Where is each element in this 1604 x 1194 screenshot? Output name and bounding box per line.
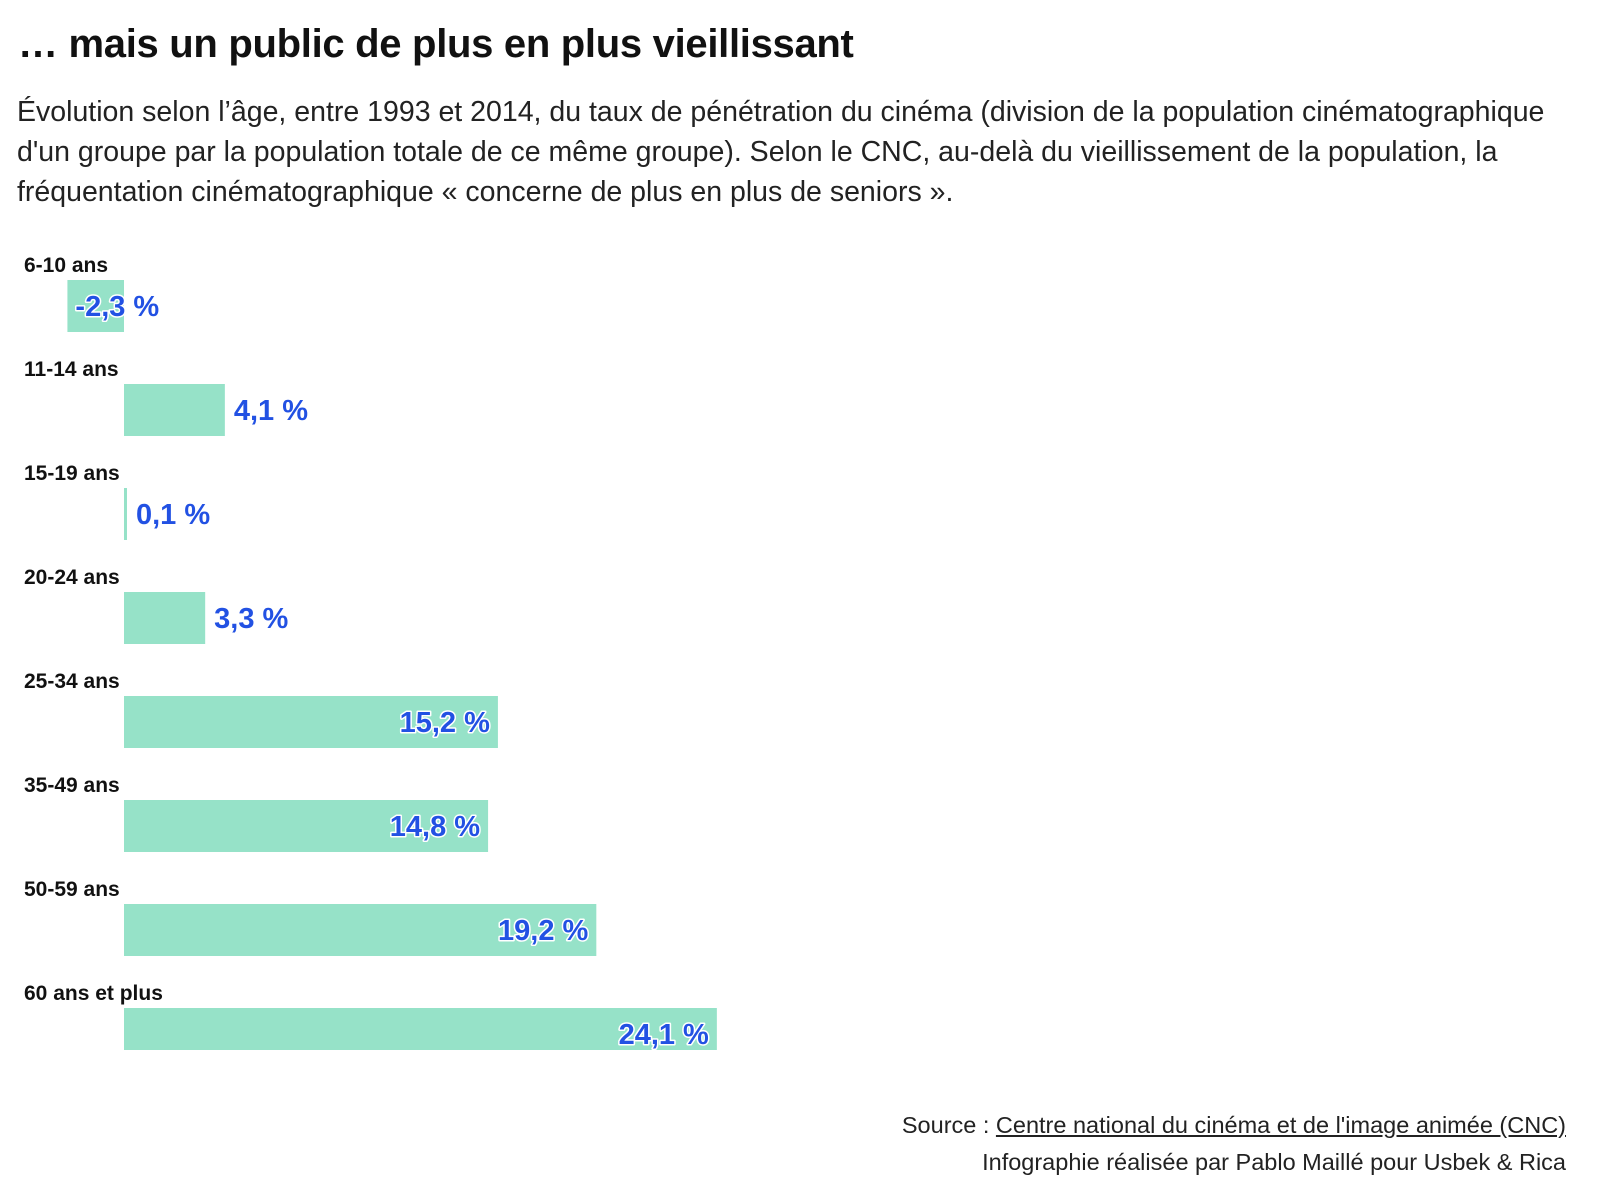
value-label: 3,3 % <box>214 603 288 635</box>
bar <box>124 488 127 540</box>
value-label: 15,2 % <box>400 707 490 739</box>
category-label: 25-34 ans <box>24 670 120 693</box>
source-line: Source : Centre national du cinéma et de… <box>902 1112 1566 1139</box>
source-link[interactable]: Centre national du cinéma et de l'image … <box>995 1112 1566 1138</box>
value-label: -2,3 % <box>75 291 159 323</box>
category-label: 50-59 ans <box>24 878 120 901</box>
bar <box>124 696 498 748</box>
category-label: 20-24 ans <box>24 566 120 589</box>
credit-line: Infographie réalisée par Pablo Maillé po… <box>982 1149 1566 1175</box>
category-label: 6-10 ans <box>24 254 108 277</box>
category-label: 35-49 ans <box>24 774 120 797</box>
value-label: 24,1 % <box>619 1019 709 1050</box>
value-label: 19,2 % <box>498 915 588 947</box>
value-label: 14,8 % <box>390 811 480 843</box>
category-label: 11-14 ans <box>24 358 119 381</box>
bar <box>124 592 206 644</box>
category-label: 60 ans et plus <box>24 982 163 1005</box>
bar <box>124 384 225 436</box>
bar-chart: 6-10 ans -2,3 % 11-14 ans 4,1 % 15-19 ans 0,1… <box>24 254 717 1050</box>
bar <box>124 1008 717 1050</box>
value-label: 4,1 % <box>234 395 308 427</box>
bar <box>124 904 597 956</box>
bar <box>124 800 489 852</box>
value-label: 0,1 % <box>136 499 210 531</box>
chart-subtitle: Évolution selon l’âge, entre 1993 et 201… <box>17 96 1545 208</box>
bar <box>67 280 124 332</box>
source-prefix: Source : <box>901 1112 996 1138</box>
category-label: 15-19 ans <box>24 462 120 485</box>
chart-title: … mais un public de plus en plus vieilli… <box>18 22 854 66</box>
